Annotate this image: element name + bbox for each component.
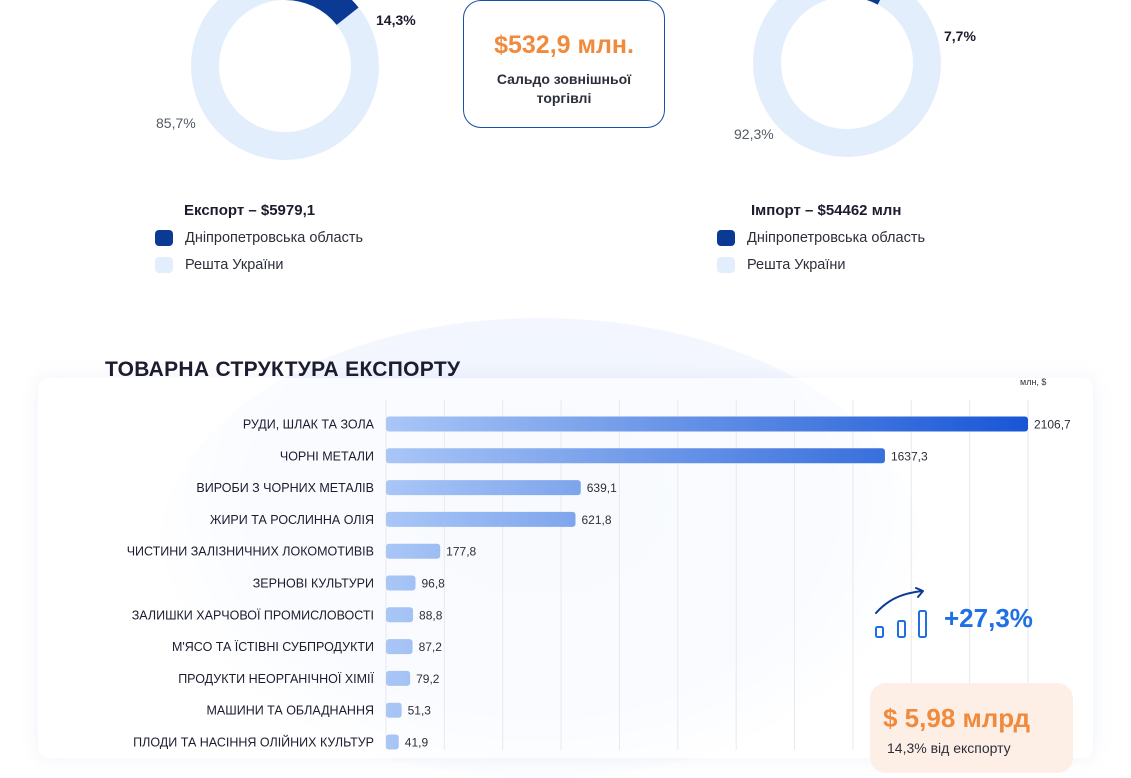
export-legend-title: Експорт – $5979,1 bbox=[184, 202, 316, 219]
import-dnipro-pct: 7,7% bbox=[944, 28, 976, 44]
category-label: РУДИ, ШЛАК ТА ЗОЛА bbox=[243, 418, 375, 432]
category-label: ПРОДУКТИ НЕОРГАНІЧНОЇ ХІМІЇ bbox=[178, 672, 374, 686]
value-label: 639,1 bbox=[587, 481, 617, 495]
export-rest-pct: 85,7% bbox=[156, 115, 196, 131]
import-legend-dnipro: Дніпропетровська область bbox=[717, 230, 925, 246]
import-rest-segment bbox=[753, 0, 941, 157]
bar bbox=[386, 416, 1028, 432]
export-legend-rest: Решта України bbox=[155, 257, 283, 273]
bar bbox=[386, 670, 411, 686]
growth-value: +27,3% bbox=[944, 603, 1033, 633]
trade-balance-label: Сальдо зовнішньої торгівлі bbox=[496, 71, 632, 106]
category-label: ЖИРИ ТА РОСЛИННА ОЛІЯ bbox=[210, 513, 374, 527]
value-label: 177,8 bbox=[446, 545, 476, 559]
bar bbox=[386, 480, 581, 496]
growth-chart-icon bbox=[875, 587, 927, 638]
export-total-value: $ 5,98 млрд bbox=[883, 703, 1030, 733]
import-legend-title: Імпорт – $54462 млн bbox=[751, 202, 902, 219]
category-label: МАШИНИ ТА ОБЛАДНАННЯ bbox=[207, 704, 375, 718]
category-label: ЧИСТИНИ ЗАЛІЗНИЧНИХ ЛОКОМОТИВІВ bbox=[127, 545, 374, 559]
value-label: 79,2 bbox=[416, 672, 440, 686]
value-label: 51,3 bbox=[408, 704, 432, 718]
export-rest-segment bbox=[191, 0, 379, 160]
value-label: 621,8 bbox=[581, 513, 611, 527]
export-structure-chart: РУДИ, ШЛАК ТА ЗОЛА 2106,7 ЧОРНІ МЕТАЛИ 1637… bbox=[127, 400, 1071, 750]
value-label: 88,8 bbox=[419, 608, 443, 622]
legend-label: Решта України bbox=[185, 257, 284, 273]
bar bbox=[386, 543, 441, 559]
export-donut bbox=[191, 0, 379, 160]
bar bbox=[386, 734, 399, 750]
value-label: 1637,3 bbox=[891, 449, 928, 463]
rest-swatch bbox=[717, 257, 735, 273]
legend-label: Дніпропетровська область bbox=[185, 230, 364, 246]
bar bbox=[386, 575, 416, 591]
export-legend-dnipro: Дніпропетровська область bbox=[155, 230, 363, 246]
legend-label: Решта України bbox=[747, 257, 846, 273]
bar bbox=[386, 702, 402, 718]
value-label: 41,9 bbox=[405, 736, 429, 750]
bar bbox=[386, 511, 576, 527]
category-label: ЗЕРНОВІ КУЛЬТУРИ bbox=[253, 577, 374, 591]
export-dnipro-pct: 14,3% bbox=[376, 12, 416, 28]
import-rest-pct: 92,3% bbox=[734, 126, 774, 142]
legend-label: Дніпропетровська область bbox=[747, 230, 926, 246]
import-donut bbox=[753, 0, 941, 157]
trade-balance-value: $532,9 млн. bbox=[494, 31, 634, 59]
bar bbox=[386, 607, 414, 623]
category-label: М'ЯСО ТА ЇСТІВНІ СУБПРОДУКТИ bbox=[172, 640, 374, 654]
value-label: 96,8 bbox=[421, 577, 445, 591]
category-label: ЗАЛИШКИ ХАРЧОВОЇ ПРОМИСЛОВОСТІ bbox=[132, 608, 374, 622]
value-label: 2106,7 bbox=[1034, 418, 1071, 432]
chart-title: ТОВАРНА СТРУКТУРА ЕКСПОРТУ bbox=[105, 358, 461, 381]
value-label: 87,2 bbox=[419, 640, 443, 654]
unit-label: млн, $ bbox=[1020, 377, 1047, 387]
category-label: ПЛОДИ ТА НАСІННЯ ОЛІЙНИХ КУЛЬТУР bbox=[133, 735, 374, 750]
rest-swatch bbox=[155, 257, 173, 273]
category-label: ЧОРНІ МЕТАЛИ bbox=[280, 449, 374, 463]
bar bbox=[386, 639, 413, 655]
trade-balance-card: $532,9 млн. Сальдо зовнішньої торгівлі bbox=[463, 0, 665, 128]
category-label: ВИРОБИ З ЧОРНИХ МЕТАЛІВ bbox=[196, 481, 374, 495]
import-legend-rest: Решта України bbox=[717, 257, 845, 273]
bar bbox=[386, 448, 885, 464]
export-total-subtitle: 14,3% від експорту bbox=[887, 740, 1011, 756]
dnipro-swatch bbox=[717, 230, 735, 246]
dnipro-swatch bbox=[155, 230, 173, 246]
